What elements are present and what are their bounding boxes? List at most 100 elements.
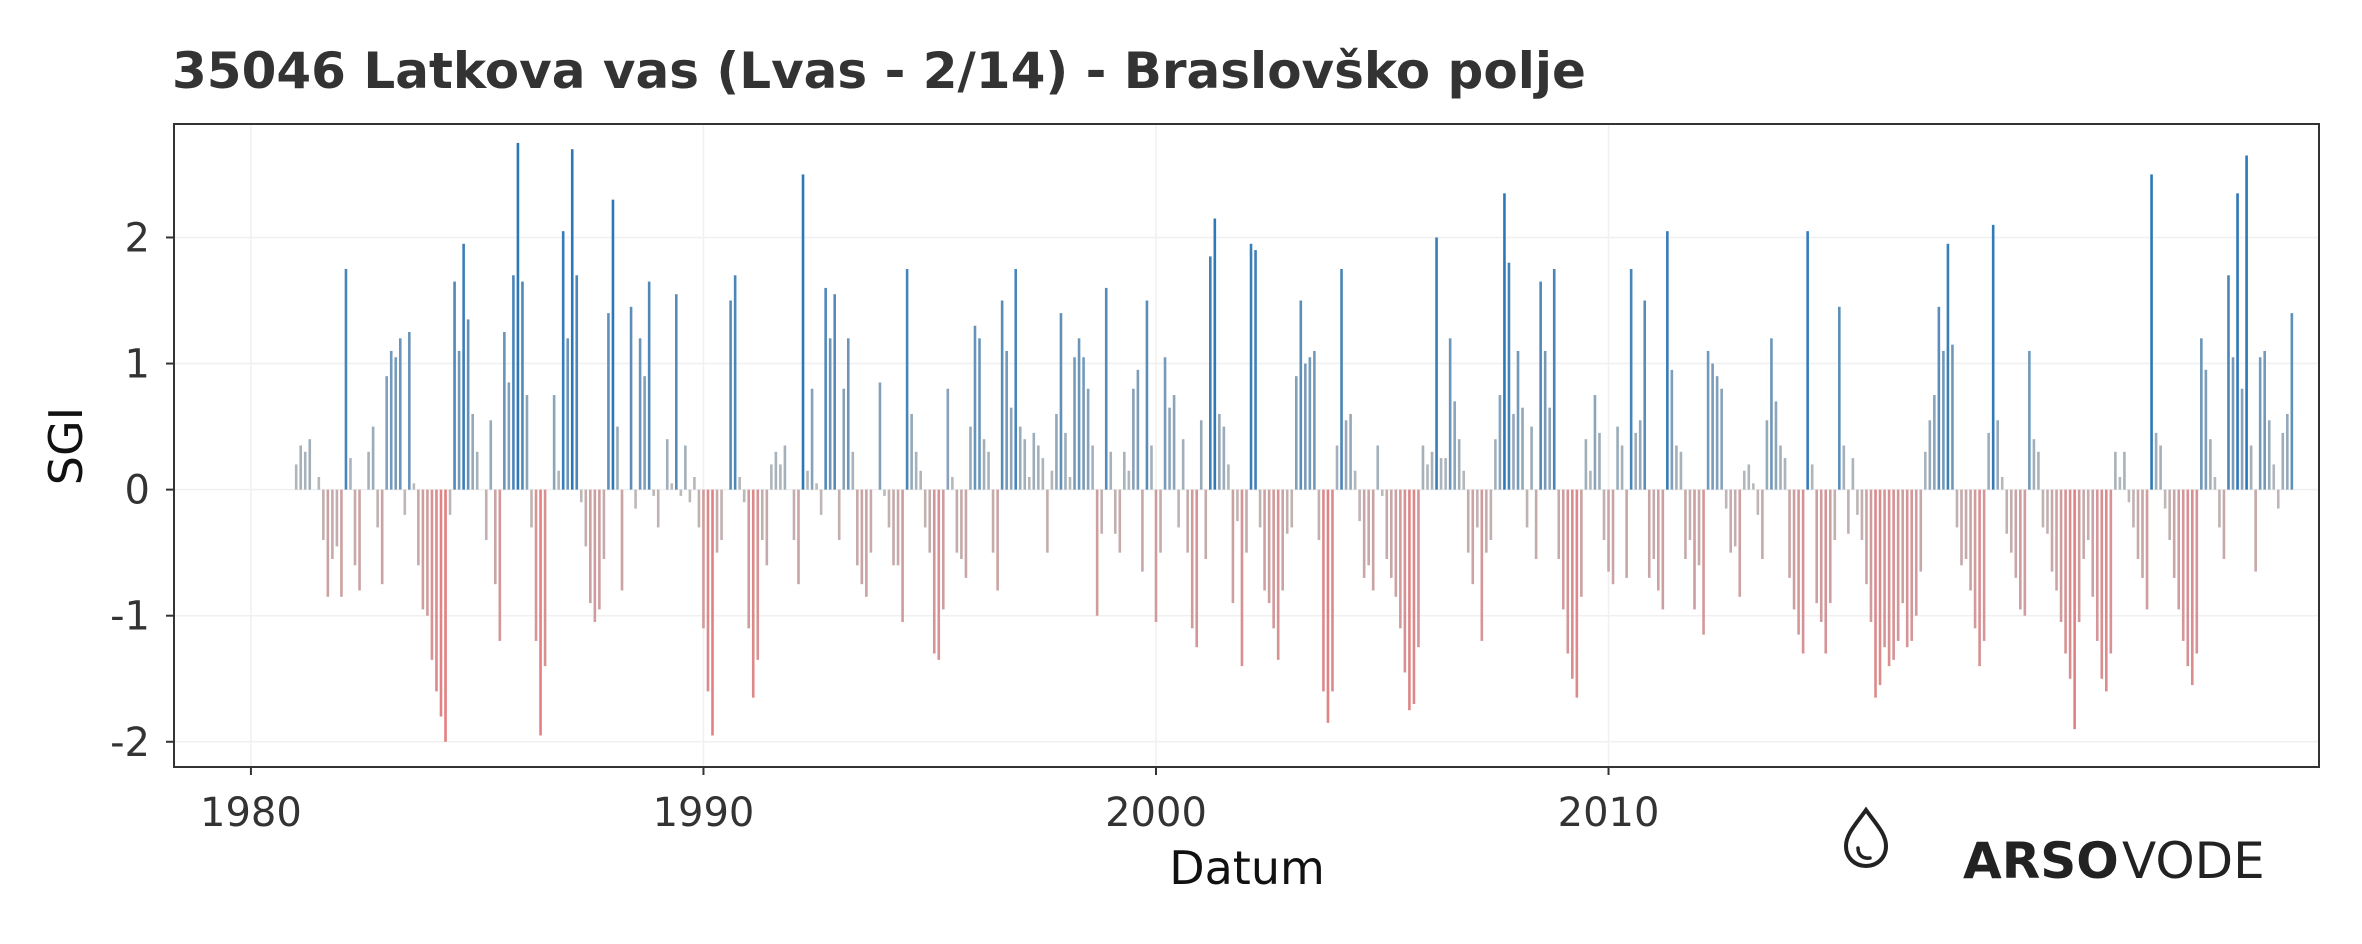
- sgi-bar: [1584, 439, 1588, 490]
- sgi-bar: [1113, 489, 1117, 534]
- sgi-bar: [2172, 489, 2176, 578]
- sgi-bar: [1123, 451, 1126, 490]
- sgi-bar: [507, 382, 511, 490]
- sgi-bar: [810, 388, 814, 490]
- sgi-bar: [1344, 420, 1348, 490]
- sgi-bar: [923, 489, 927, 528]
- sgi-bar: [1000, 300, 1004, 490]
- sgi-bar: [1557, 489, 1561, 559]
- sgi-bar: [1353, 470, 1357, 490]
- sgi-bar: [2005, 489, 2009, 534]
- sgi-bar: [856, 489, 859, 566]
- sgi-bar: [1761, 489, 1764, 559]
- sgi-bar: [914, 451, 918, 490]
- sgi-bar: [1824, 489, 1828, 654]
- sgi-bar: [1475, 489, 1479, 528]
- sgi-bar: [638, 338, 642, 490]
- sgi-bar: [1806, 231, 1809, 490]
- sgi-bar: [1294, 376, 1298, 490]
- sgi-bar: [1118, 489, 1122, 553]
- sgi-bar: [1706, 350, 1710, 490]
- sgi-bar: [1675, 445, 1678, 490]
- sgi-bar: [960, 489, 963, 559]
- sgi-bar: [878, 382, 882, 490]
- sgi-bar: [494, 489, 497, 585]
- sgi-bar: [1530, 426, 1533, 490]
- sgi-bar: [1471, 489, 1475, 585]
- sgi-bar: [969, 426, 972, 490]
- sgi-bar: [851, 451, 855, 490]
- sgi-bar: [1132, 388, 1135, 490]
- sgi-bar: [1444, 458, 1447, 490]
- sgi-bar: [779, 464, 782, 490]
- sgi-bar: [1924, 451, 1927, 490]
- sgi-bar: [1290, 489, 1294, 528]
- sgi-bar: [2073, 489, 2076, 730]
- sgi-bar: [2181, 489, 2185, 641]
- sgi-bar: [1978, 489, 1981, 667]
- sgi-bar: [702, 489, 705, 629]
- sgi-bar: [932, 489, 936, 654]
- sgi-bar: [1883, 489, 1886, 648]
- sgi-bar: [1607, 489, 1610, 572]
- sgi-bar: [1942, 350, 1945, 490]
- sgi-bar: [1177, 489, 1180, 528]
- sgi-bar: [358, 489, 361, 591]
- sgi-bar: [1503, 193, 1506, 490]
- sgi-bar: [1199, 420, 1203, 490]
- sgi-bar: [1919, 489, 1923, 572]
- sgi-bar: [824, 287, 827, 490]
- sgi-bar: [1322, 489, 1325, 692]
- bars: [294, 142, 2294, 742]
- sgi-bar: [412, 483, 416, 490]
- sgi-bar: [996, 489, 999, 591]
- sgi-bar: [552, 395, 556, 490]
- sgi-bar: [1489, 489, 1493, 541]
- sgi-bar: [1765, 420, 1769, 490]
- sgi-bar: [937, 489, 941, 660]
- sgi-bar: [1195, 489, 1199, 648]
- sgi-bar: [308, 439, 312, 490]
- sgi-bar: [1168, 407, 1171, 490]
- sgi-bar: [1928, 420, 1932, 490]
- sgi-bar: [1421, 445, 1425, 490]
- sgi-bar: [1652, 489, 1656, 559]
- sgi-bar: [1141, 489, 1144, 572]
- sgi-bar: [2095, 489, 2099, 641]
- sgi-bar: [471, 413, 474, 490]
- sgi-bar: [2077, 489, 2081, 623]
- sgi-bar: [1213, 218, 1217, 490]
- x-axis-title: Datum: [1169, 841, 1325, 895]
- sgi-bar: [2276, 489, 2280, 509]
- sgi-bar: [774, 451, 778, 490]
- sgi-bar: [1629, 268, 1633, 490]
- sgi-bar: [2200, 338, 2203, 490]
- sgi-bar: [842, 388, 846, 490]
- sgi-bar: [693, 477, 696, 490]
- sgi-bar: [747, 489, 751, 629]
- sgi-bar: [1462, 470, 1466, 490]
- sgi-bar: [1403, 489, 1407, 673]
- sgi-bar: [806, 470, 809, 490]
- y-axis-ticks: 2 1 0 -1 -2: [110, 215, 174, 766]
- sgi-bar: [1792, 489, 1796, 610]
- chart-title: 35046 Latkova vas (Lvas - 2/14) - Braslo…: [172, 42, 1586, 100]
- sgi-bar: [611, 199, 615, 490]
- sgi-bar: [1091, 445, 1094, 490]
- sgi-bar: [2168, 489, 2171, 541]
- sgi-bar: [2272, 464, 2276, 490]
- sgi-bar: [1258, 489, 1262, 528]
- sgi-bar: [1485, 489, 1488, 553]
- sgi-bar: [1815, 489, 1818, 604]
- sgi-bar: [389, 350, 393, 490]
- sgi-bar: [919, 470, 922, 490]
- sgi-bar: [616, 426, 619, 490]
- sgi-bar: [634, 489, 637, 509]
- sgi-bar: [1937, 306, 1941, 490]
- sgi-bar: [2009, 489, 2013, 553]
- sgi-bar: [1647, 489, 1651, 578]
- y-axis-title: SGI: [39, 407, 93, 485]
- sgi-bar: [1100, 489, 1103, 534]
- sgi-bar: [1752, 483, 1755, 490]
- sgi-bar: [1896, 489, 1900, 641]
